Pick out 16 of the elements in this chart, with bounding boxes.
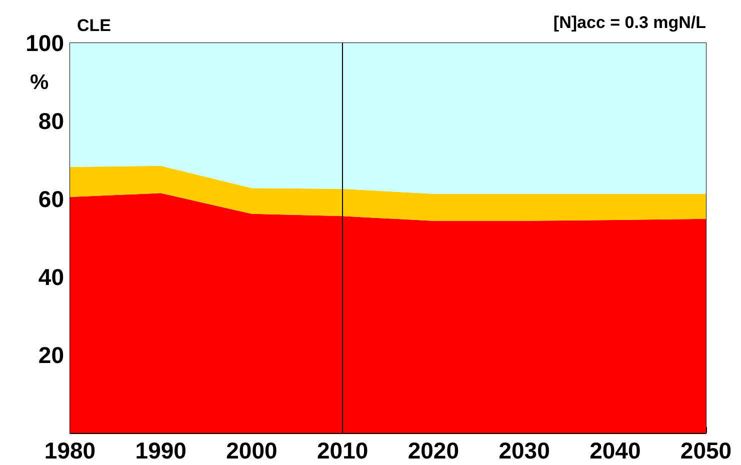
x-tick-label: 2050 [680,438,732,464]
x-tick-label: 2030 [498,438,550,464]
x-tick-label: 2020 [408,438,460,464]
y-tick-label: 40 [38,264,64,290]
y-tick-label: 80 [38,108,64,134]
y-tick-label: 100 [26,30,64,56]
x-tick-label: 1990 [135,438,186,464]
text: [N]acc = 0.3 mgN/L [553,13,706,32]
chart-title: CLE [77,16,111,35]
y-axis-title: % [30,71,49,94]
y-tick-label: 20 [38,342,64,368]
x-tick-label: 2000 [226,438,278,464]
x-tick-label: 2010 [316,438,368,464]
x-tick-label: 1980 [44,438,96,464]
x-tick-label: 2040 [590,438,641,464]
y-tick-label: 60 [38,186,64,212]
